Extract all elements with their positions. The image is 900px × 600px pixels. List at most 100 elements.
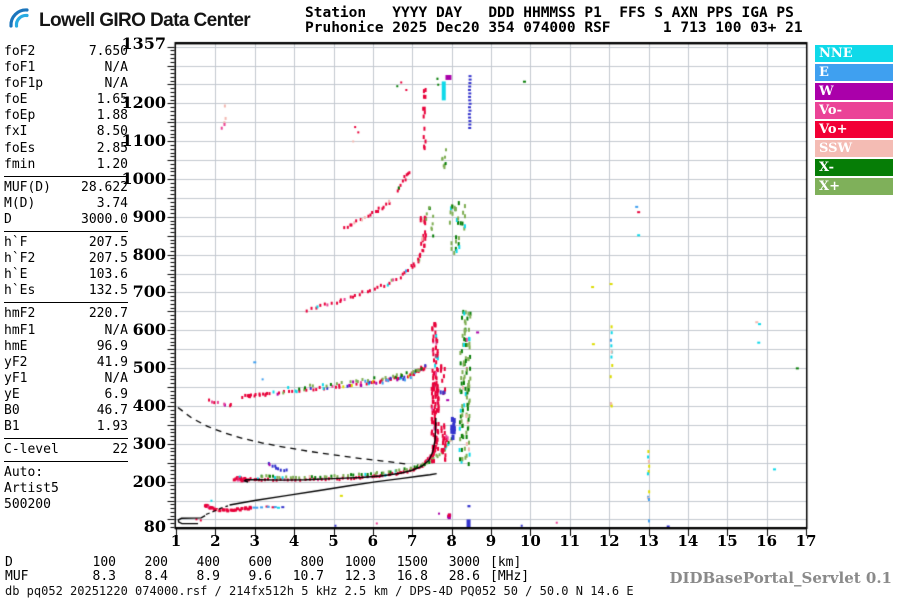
y-axis-label-1100: 1100 bbox=[121, 131, 166, 151]
param-value: 1.20 bbox=[96, 156, 128, 172]
dmuf-value: 400 bbox=[196, 555, 220, 570]
app-logo: Lowell GIRO Data Center bbox=[8, 5, 251, 36]
param-row-yf2: yF2 41.9 bbox=[4, 355, 128, 371]
legend-item-vo: Vo- bbox=[815, 102, 893, 119]
x-axis-label-10: 10 bbox=[519, 532, 541, 550]
dmuf-unit: [km] bbox=[490, 555, 522, 570]
dmuf-value: 16.8 bbox=[396, 569, 428, 584]
param-separator bbox=[4, 302, 128, 304]
param-label: hmF2 bbox=[4, 306, 36, 322]
y-axis-label-1357: 1357 bbox=[121, 34, 166, 53]
autoscaling-info-line: 500200 bbox=[4, 497, 51, 513]
param-value: 46.7 bbox=[96, 402, 128, 418]
param-row-hf2: h`F2 207.5 bbox=[4, 251, 128, 267]
x-axis-label-5: 5 bbox=[328, 532, 339, 550]
param-value: 1.65 bbox=[96, 92, 128, 108]
legend-item-x: X- bbox=[815, 159, 893, 176]
param-row-he: h`E 103.6 bbox=[4, 267, 128, 283]
param-label: h`F bbox=[4, 235, 28, 251]
param-value: 96.9 bbox=[96, 338, 128, 354]
y-axis-label-300: 300 bbox=[132, 433, 166, 453]
autoscaling-info-line: Artist5 bbox=[4, 481, 59, 497]
dmuf-row-d: D 100 200 400 600 800 1000 1500 3000 [km] bbox=[5, 556, 529, 570]
param-value: 7.650 bbox=[88, 44, 128, 59]
dmuf-value: 28.6 bbox=[448, 569, 480, 584]
dmuf-value: 9.6 bbox=[248, 569, 272, 584]
dmuf-value: 800 bbox=[300, 555, 324, 570]
dmuf-value: 8.3 bbox=[92, 569, 116, 584]
x-axis-label-7: 7 bbox=[407, 532, 418, 550]
x-axis-label-6: 6 bbox=[367, 532, 379, 550]
param-label: D bbox=[4, 211, 12, 227]
param-label: B0 bbox=[4, 402, 20, 418]
param-value: 22 bbox=[112, 442, 128, 458]
param-label: foF2 bbox=[4, 44, 36, 59]
dmuf-value: 100 bbox=[92, 555, 116, 570]
param-value: 1.93 bbox=[96, 419, 128, 435]
legend-item-e: E bbox=[815, 64, 893, 81]
x-axis-label-15: 15 bbox=[716, 532, 738, 550]
dmuf-value: 10.7 bbox=[292, 569, 324, 584]
param-value: 2.85 bbox=[96, 140, 128, 156]
param-row-md: M(D) 3.74 bbox=[4, 196, 128, 212]
param-label: foEp bbox=[4, 108, 36, 124]
param-value: 3000.0 bbox=[81, 211, 128, 227]
param-label: hmE bbox=[4, 338, 28, 354]
dmuf-value: 12.3 bbox=[344, 569, 376, 584]
dmuf-value: 1000 bbox=[344, 555, 376, 570]
giro-logo-icon bbox=[8, 5, 34, 36]
station-header-line2: Pruhonice 2025 Dec20 354 074000 RSF 1 71… bbox=[305, 20, 803, 36]
legend-item-ssw: SSW bbox=[815, 140, 893, 157]
param-row-foe: foE 1.65 bbox=[4, 92, 128, 108]
param-row-hmf1: hmF1 N/A bbox=[4, 323, 128, 339]
x-axis-label-2: 2 bbox=[210, 532, 221, 550]
autoscaling-info-line: Auto: bbox=[4, 465, 44, 481]
param-row-hf: h`F 207.5 bbox=[4, 235, 128, 251]
param-label: foF1 bbox=[4, 60, 36, 76]
param-row-fof1p: foF1p N/A bbox=[4, 76, 128, 92]
param-row-fof1: foF1 N/A bbox=[4, 60, 128, 76]
param-value: 220.7 bbox=[88, 306, 128, 322]
y-axis-label-200: 200 bbox=[132, 471, 166, 491]
param-row-d: D 3000.0 bbox=[4, 212, 128, 228]
x-axis-label-14: 14 bbox=[677, 532, 699, 550]
param-row-clevel: C-level 22 bbox=[4, 442, 128, 458]
x-axis-label-4: 4 bbox=[288, 532, 300, 550]
param-label: B1 bbox=[4, 419, 20, 435]
param-value: N/A bbox=[104, 322, 128, 338]
legend-item-x: X+ bbox=[815, 178, 893, 195]
direction-legend: NNE E W Vo- Vo+ SSW X- X+ bbox=[815, 45, 893, 197]
y-axis-label-1000: 1000 bbox=[121, 169, 166, 189]
x-axis-label-11: 11 bbox=[559, 532, 581, 550]
param-value: 103.6 bbox=[88, 267, 128, 283]
dmuf-table: D 100 200 400 600 800 1000 1500 3000 [km] MUF 8.3 8.… bbox=[5, 556, 529, 584]
param-value: 207.5 bbox=[88, 251, 128, 267]
param-row-b0: B0 46.7 bbox=[4, 403, 128, 419]
legend-item-w: W bbox=[815, 83, 893, 100]
x-axis-label-3: 3 bbox=[249, 532, 260, 550]
servlet-version: DIDBasePortal_Servlet 0.1 bbox=[669, 569, 892, 587]
parameter-panel: foF2 7.650 foF1 N/A foF1p N/A foE 1.65 foEp 1.88 f… bbox=[4, 44, 128, 514]
x-axis-label-8: 8 bbox=[446, 532, 457, 550]
param-value: 1.88 bbox=[96, 108, 128, 124]
param-label: C-level bbox=[4, 442, 59, 458]
y-axis-label-600: 600 bbox=[132, 320, 166, 340]
dmuf-value: 8.4 bbox=[144, 569, 168, 584]
x-axis-label-1: 1 bbox=[170, 532, 182, 550]
legend-item-nne: NNE bbox=[815, 45, 893, 62]
param-label: h`E bbox=[4, 267, 28, 283]
param-row-foep: foEp 1.88 bbox=[4, 108, 128, 124]
y-axis-label-400: 400 bbox=[132, 395, 166, 415]
param-value: N/A bbox=[104, 60, 128, 76]
y-axis-label-900: 900 bbox=[132, 206, 166, 226]
param-label: h`Es bbox=[4, 283, 36, 299]
dmuf-value: 1500 bbox=[396, 555, 428, 570]
param-separator bbox=[4, 438, 128, 440]
param-row-mufd: MUF(D) 28.622 bbox=[4, 180, 128, 196]
param-label: foF1p bbox=[4, 76, 44, 92]
station-header: Station YYYY DAY DDD HHMMSS P1 FFS S AXN… bbox=[305, 6, 803, 36]
station-header-line1: Station YYYY DAY DDD HHMMSS P1 FFS S AXN… bbox=[305, 5, 794, 21]
dmuf-row-label: D bbox=[5, 555, 13, 570]
param-row-ye: yE 6.9 bbox=[4, 387, 128, 403]
